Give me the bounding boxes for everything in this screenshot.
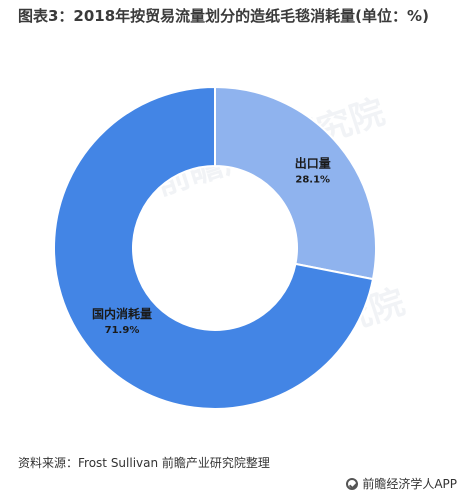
donut-slice	[214, 85, 377, 281]
chart-title: 图表3：2018年按贸易流量划分的造纸毛毯消耗量(单位：%)	[18, 7, 429, 25]
slice-category-label: 出口量	[295, 156, 331, 171]
slices-group	[53, 85, 377, 410]
labels-group: 出口量 28.1% 国内消耗量 71.9%	[92, 156, 331, 336]
brand-logo-icon	[346, 477, 359, 490]
brand-footer: 前瞻经济学人APP	[346, 475, 457, 492]
brand-label: 前瞻经济学人APP	[362, 477, 457, 491]
source-note: 资料来源：Frost Sullivan 前瞻产业研究院整理	[18, 456, 270, 470]
slice-category-label: 国内消耗量	[92, 306, 152, 321]
slice-value-label: 28.1%	[295, 175, 330, 186]
donut-slice	[53, 85, 375, 410]
slice-value-label: 71.9%	[105, 325, 140, 336]
